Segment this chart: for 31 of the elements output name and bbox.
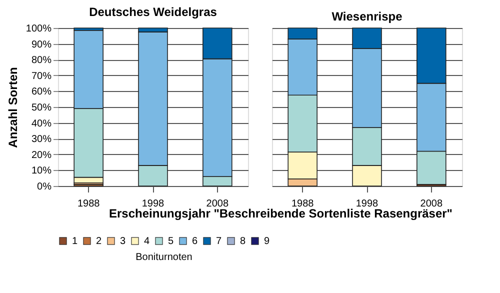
y-tick-label: 20% — [31, 150, 52, 161]
x-tick-label: 1988 — [77, 198, 100, 210]
x-tick-label: 2008 — [420, 198, 443, 210]
legend-label: 7 — [216, 236, 222, 247]
legend-label: 9 — [264, 236, 270, 247]
legend-title: Boniturnoten — [136, 252, 192, 263]
y-tick-label: 0% — [37, 182, 52, 192]
y-tick-label: 80% — [31, 55, 52, 66]
x-axis-title: Erscheinungsjahr "Beschreibende Sortenliste Rasengräser" — [109, 206, 452, 220]
legend-label: 8 — [240, 236, 246, 247]
x-tick-label: 1998 — [142, 198, 165, 210]
y-axis-title: Anzahl Sorten — [6, 67, 20, 148]
y-tick-label: 90% — [31, 39, 52, 50]
y-tick-label: 100% — [26, 24, 52, 34]
chart-title: Wiesenrispe — [332, 10, 403, 24]
x-tick-label: 1988 — [291, 198, 314, 210]
y-tick-label: 70% — [31, 70, 52, 82]
legend-label: 5 — [168, 236, 174, 247]
y-tick-label: 40% — [31, 118, 52, 130]
legend-label: 3 — [120, 236, 126, 247]
y-tick-label: 60% — [31, 86, 52, 98]
legend-label: 4 — [144, 236, 150, 247]
y-tick-label: 50% — [31, 102, 52, 114]
y-tick-label: 10% — [31, 166, 52, 177]
legend-label: 1 — [72, 236, 78, 247]
x-tick-label: 1998 — [356, 198, 379, 210]
chart-title: Deutsches Weidelgras — [89, 5, 218, 19]
legend-label: 2 — [96, 236, 102, 247]
legend-label: 6 — [192, 236, 198, 247]
y-tick-label: 30% — [31, 134, 52, 146]
x-tick-label: 2008 — [206, 198, 229, 210]
